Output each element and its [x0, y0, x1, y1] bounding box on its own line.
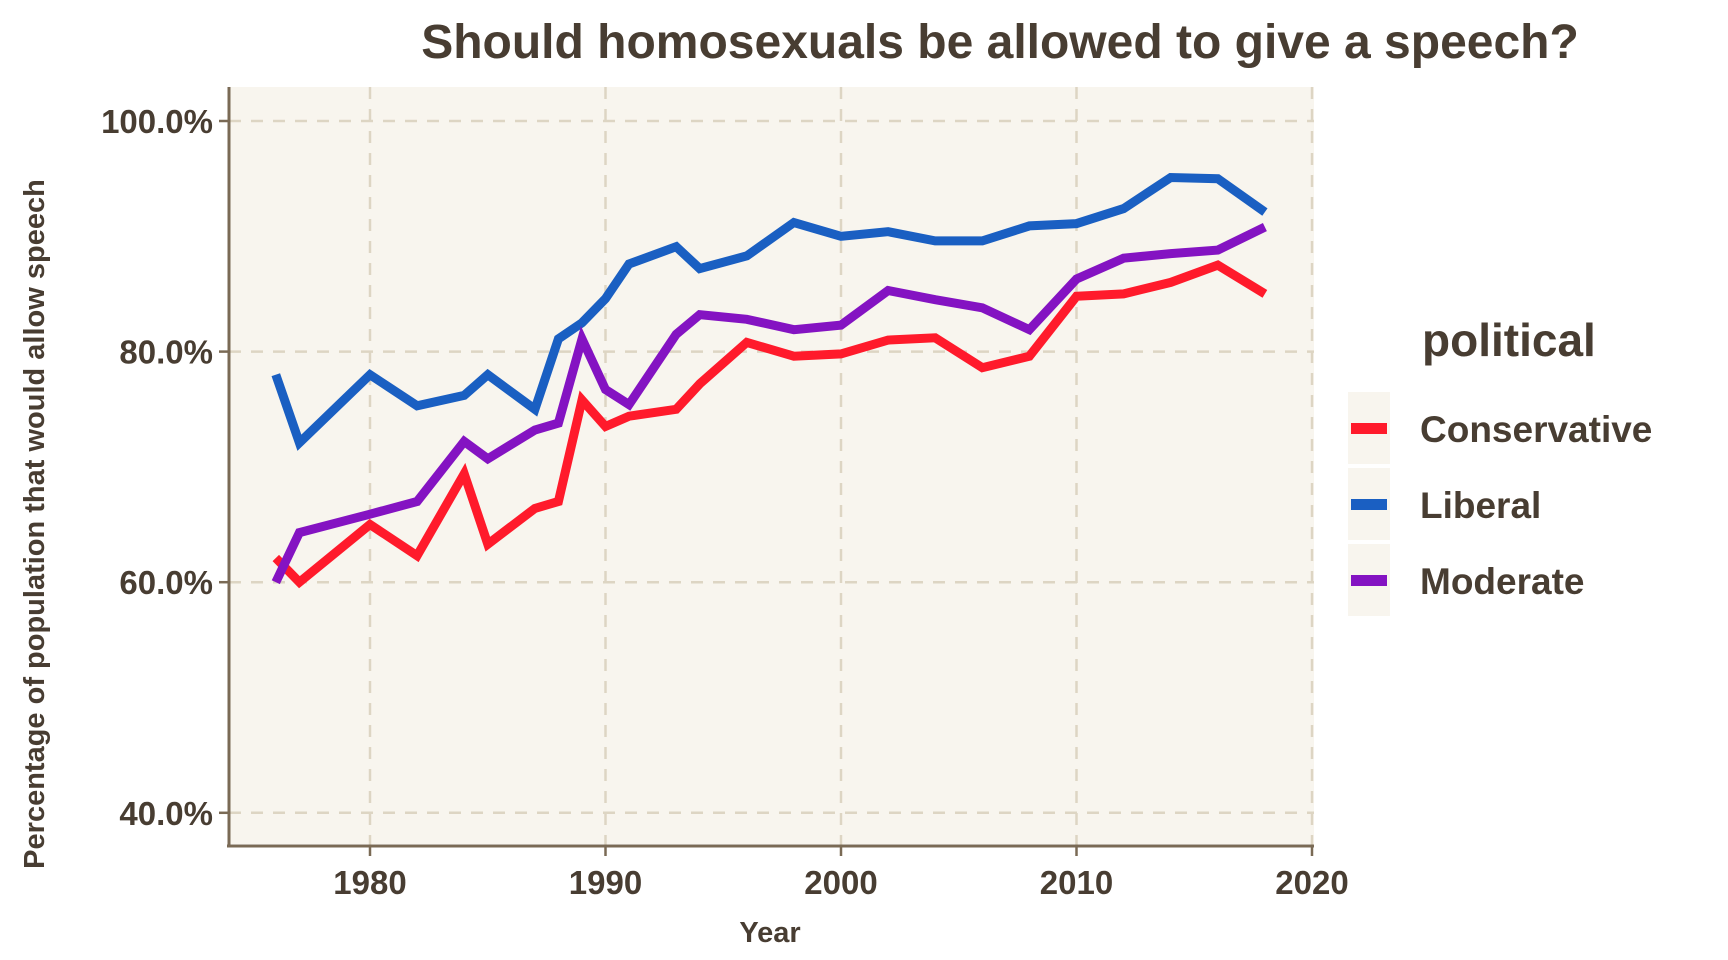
x-tick-label: 2010	[1040, 864, 1113, 901]
y-axis-title: Percentage of population that would allo…	[19, 179, 51, 869]
y-axis-ticks: 40.0% 60.0% 80.0% 100.0%	[101, 103, 229, 832]
x-tick-label: 2020	[1275, 864, 1348, 901]
legend-item-conservative: Conservative	[1348, 392, 1652, 464]
legend-label: Moderate	[1420, 561, 1584, 602]
legend: political Conservative Liberal Moderate	[1348, 314, 1652, 616]
legend-label: Liberal	[1420, 485, 1541, 526]
series-line-moderate	[271, 223, 1267, 585]
legend-label: Conservative	[1420, 409, 1652, 450]
x-axis-title: Year	[739, 917, 800, 949]
legend-key-swatch	[1351, 499, 1387, 510]
legend-item-liberal: Liberal	[1348, 468, 1541, 540]
series-line-conservative	[272, 260, 1268, 589]
y-tick-label: 100.0%	[101, 103, 213, 140]
x-tick-label: 1980	[333, 864, 406, 901]
series-line-liberal	[271, 172, 1268, 451]
legend-title: political	[1422, 314, 1596, 366]
legend-item-moderate: Moderate	[1348, 544, 1584, 616]
legend-key-swatch	[1351, 423, 1387, 434]
chart-title: Should homosexuals be allowed to give a …	[421, 16, 1579, 69]
plot-panel	[229, 87, 1314, 844]
y-tick-label: 60.0%	[119, 564, 213, 601]
x-axis-ticks: 1980 1990 2000 2010 2020	[333, 846, 1349, 901]
series-lines	[271, 172, 1268, 589]
y-tick-label: 40.0%	[119, 795, 213, 832]
x-tick-label: 1990	[569, 864, 642, 901]
y-tick-label: 80.0%	[119, 334, 213, 371]
x-tick-label: 2000	[804, 864, 877, 901]
legend-key-swatch	[1351, 575, 1387, 586]
grid-lines	[229, 87, 1314, 846]
